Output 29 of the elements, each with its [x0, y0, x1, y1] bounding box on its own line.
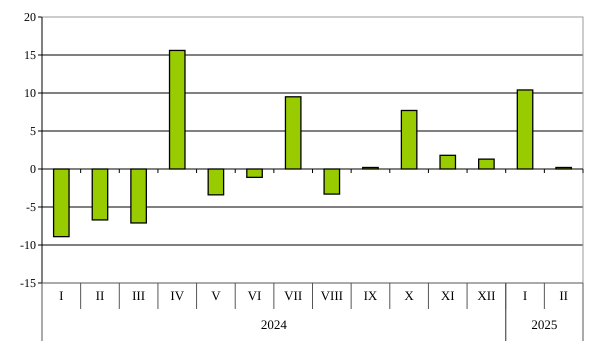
y-tick-label: 20 [24, 10, 36, 24]
y-tick-label: 15 [24, 48, 36, 62]
x-tick-label: I [59, 288, 64, 303]
y-tick-label: 0 [30, 162, 36, 176]
y-tick-label: -10 [20, 238, 36, 252]
x-tick-label: II [559, 288, 568, 303]
x-tick-label: V [211, 288, 222, 303]
x-tick-label: VII [284, 288, 302, 303]
bar [208, 168, 224, 196]
bar [246, 168, 263, 178]
y-tick-label: -5 [26, 200, 36, 214]
x-tick-label: VI [248, 288, 262, 303]
text: 2025 [531, 317, 558, 332]
x-tick-label: III [132, 288, 146, 303]
x-tick-label: VIII [320, 288, 344, 303]
bar [323, 168, 340, 195]
bar [478, 158, 495, 170]
x-tick-label: I [522, 288, 528, 303]
x-tick-label: XII [477, 288, 496, 303]
y-tick-label: 10 [24, 86, 36, 100]
x-tick-label: II [96, 288, 104, 303]
bar [439, 154, 456, 170]
y-tick-label: -15 [20, 276, 36, 290]
x-tick-label: IV [170, 288, 185, 303]
y-tick-label: 5 [30, 124, 36, 138]
x-tick-label: IX [364, 288, 378, 303]
x-tick-label: X [404, 288, 414, 303]
x-tick-label: XI [440, 288, 455, 303]
text: 2024 [260, 317, 288, 332]
